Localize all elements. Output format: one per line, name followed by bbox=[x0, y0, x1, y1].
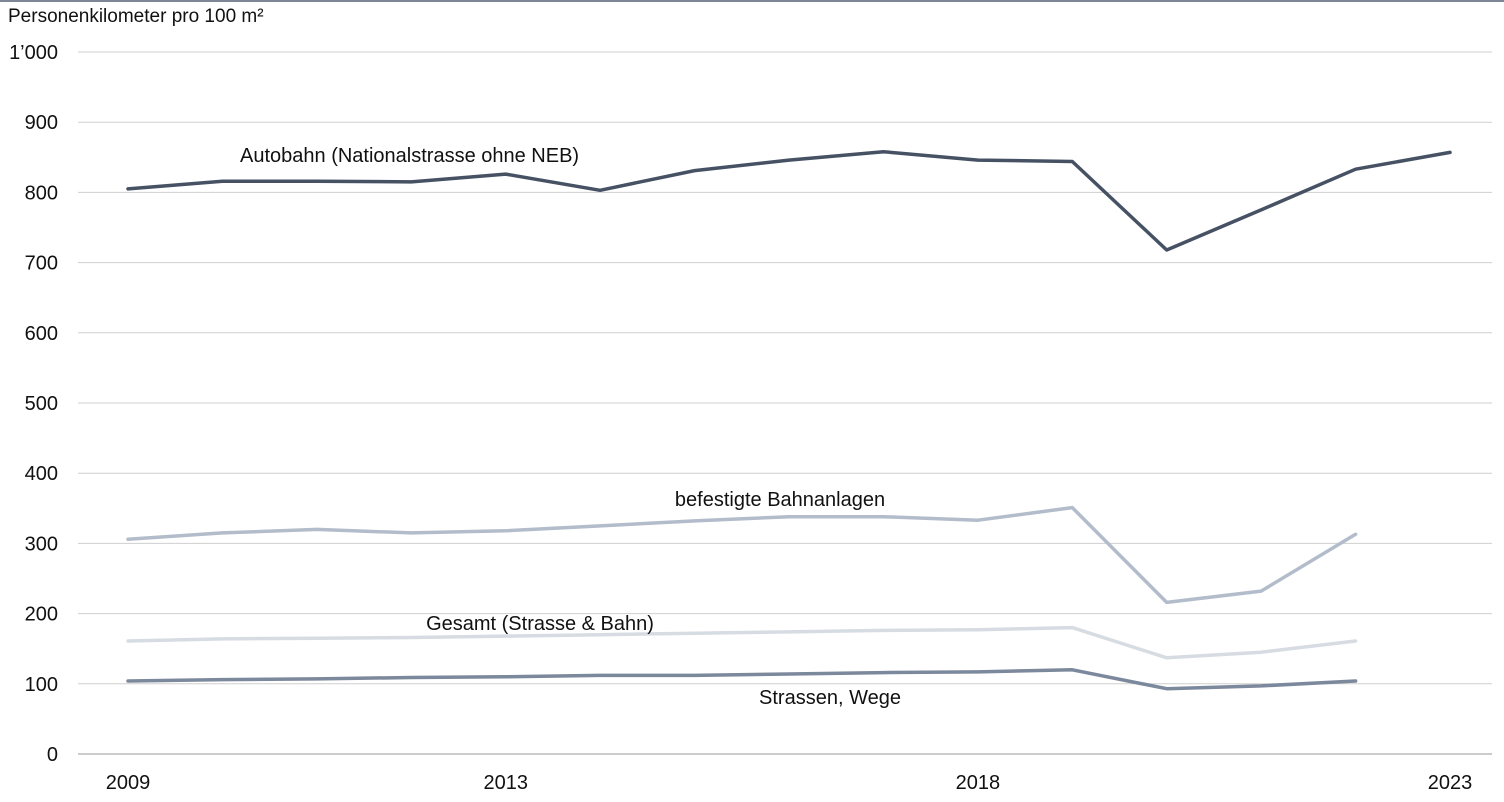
series-line bbox=[126, 149, 1452, 252]
y-tick-label: 200 bbox=[25, 604, 58, 626]
x-tick-label: 2013 bbox=[483, 772, 528, 794]
y-tick-label: 500 bbox=[25, 393, 58, 415]
series-line bbox=[126, 505, 1358, 605]
x-tick-label: 2023 bbox=[1428, 772, 1473, 794]
series-line bbox=[126, 668, 1358, 691]
x-tick-label: 2009 bbox=[106, 772, 151, 794]
series-lines bbox=[126, 149, 1452, 691]
y-tick-label: 800 bbox=[25, 182, 58, 204]
top-border bbox=[0, 0, 1504, 2]
y-axis-ticks: 0 100 200 300 400 500 600 700 800 900 1’000 bbox=[9, 42, 58, 766]
y-axis-unit-label: Personenkilometer pro 100 m² bbox=[8, 6, 264, 28]
y-tick-label: 0 bbox=[47, 744, 58, 766]
y-tick-label: 100 bbox=[25, 674, 58, 696]
gridlines bbox=[78, 51, 1492, 755]
series-label: Autobahn (Nationalstrasse ohne NEB) bbox=[240, 145, 579, 167]
series-labels: Autobahn (Nationalstrasse ohne NEB) befes… bbox=[240, 145, 901, 709]
y-tick-label: 900 bbox=[25, 112, 58, 134]
y-tick-label: 300 bbox=[25, 533, 58, 555]
x-axis-ticks: 2009 2013 2018 2023 bbox=[106, 772, 1473, 794]
y-tick-label: 700 bbox=[25, 253, 58, 275]
series-label: Gesamt (Strasse & Bahn) bbox=[426, 613, 654, 635]
series-label: befestigte Bahnanlagen bbox=[675, 489, 885, 511]
y-tick-label: 1’000 bbox=[9, 42, 58, 64]
y-axis-unit-text: Personenkilometer pro 100 m² bbox=[8, 6, 264, 27]
y-tick-label: 400 bbox=[25, 463, 58, 485]
x-tick-label: 2018 bbox=[956, 772, 1001, 794]
series-line bbox=[126, 625, 1358, 660]
y-tick-label: 600 bbox=[25, 323, 58, 345]
series-label: Strassen, Wege bbox=[759, 687, 901, 709]
